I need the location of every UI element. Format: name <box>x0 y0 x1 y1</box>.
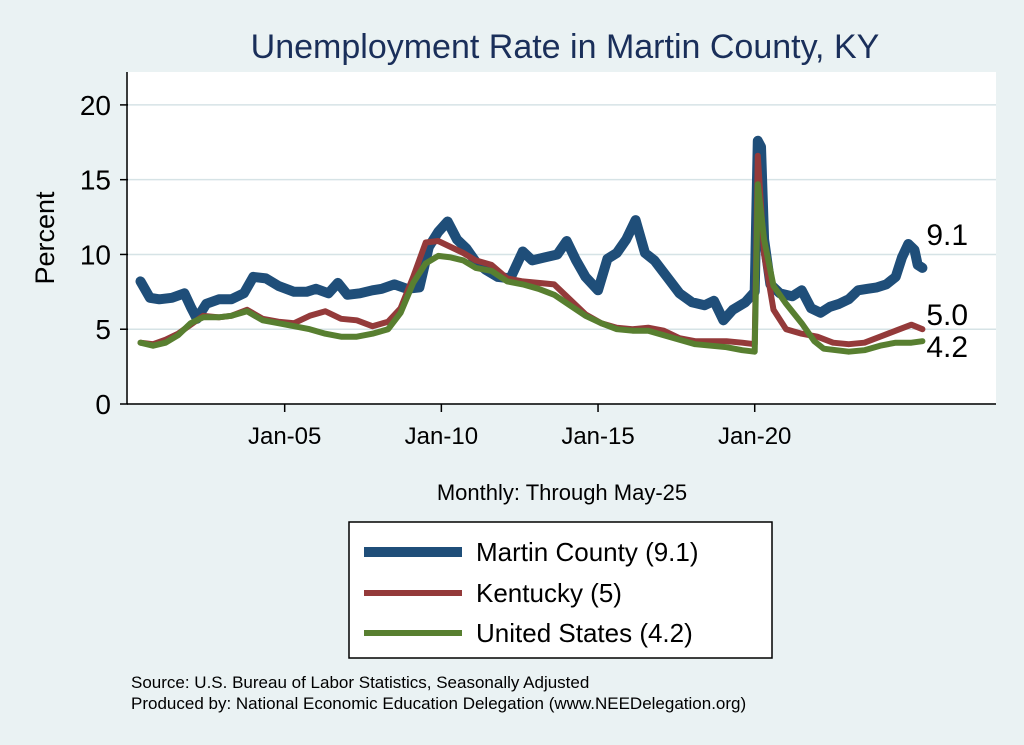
y-tick-label-10: 10 <box>80 239 111 270</box>
x-tick-label-jan-20: Jan-20 <box>718 423 791 450</box>
legend-label-kentucky: Kentucky (5) <box>476 578 622 608</box>
chart-title: Unemployment Rate in Martin County, KY <box>251 28 880 66</box>
x-axis-note: Monthly: Through May-25 <box>437 480 687 505</box>
y-tick-label-20: 20 <box>80 90 111 121</box>
legend-label-united-states: United States (4.2) <box>476 618 693 648</box>
y-axis-label: Percent <box>30 191 60 285</box>
y-ticks: 0 5 10 15 20 <box>80 90 128 420</box>
end-label-united-states: 4.2 <box>926 331 968 364</box>
y-tick-label-0: 0 <box>95 389 111 420</box>
end-labels: 9.1 5.04.2 <box>926 219 968 364</box>
x-ticks: Jan-05 Jan-10 Jan-15 Jan-20 <box>248 404 791 450</box>
plot-area <box>128 72 996 404</box>
x-tick-label-jan-05: Jan-05 <box>248 423 321 450</box>
series-line-martin-county <box>135 135 928 326</box>
y-tick-label-5: 5 <box>95 314 111 345</box>
series-line-united-states <box>137 181 926 355</box>
source-note: Source: U.S. Bureau of Labor Statistics,… <box>131 673 589 692</box>
end-label-martin-county: 9.1 <box>926 219 968 252</box>
series-lines <box>135 135 928 355</box>
end-label-kentucky: 5.0 <box>926 299 968 332</box>
producer-note: Produced by: National Economic Education… <box>131 694 746 713</box>
x-tick-label-jan-15: Jan-15 <box>561 423 634 450</box>
y-tick-label-15: 15 <box>80 165 111 196</box>
x-tick-label-jan-10: Jan-10 <box>405 423 478 450</box>
legend: Martin County (9.1) Kentucky (5) United … <box>348 521 773 659</box>
legend-label-martin-county: Martin County (9.1) <box>476 537 699 567</box>
